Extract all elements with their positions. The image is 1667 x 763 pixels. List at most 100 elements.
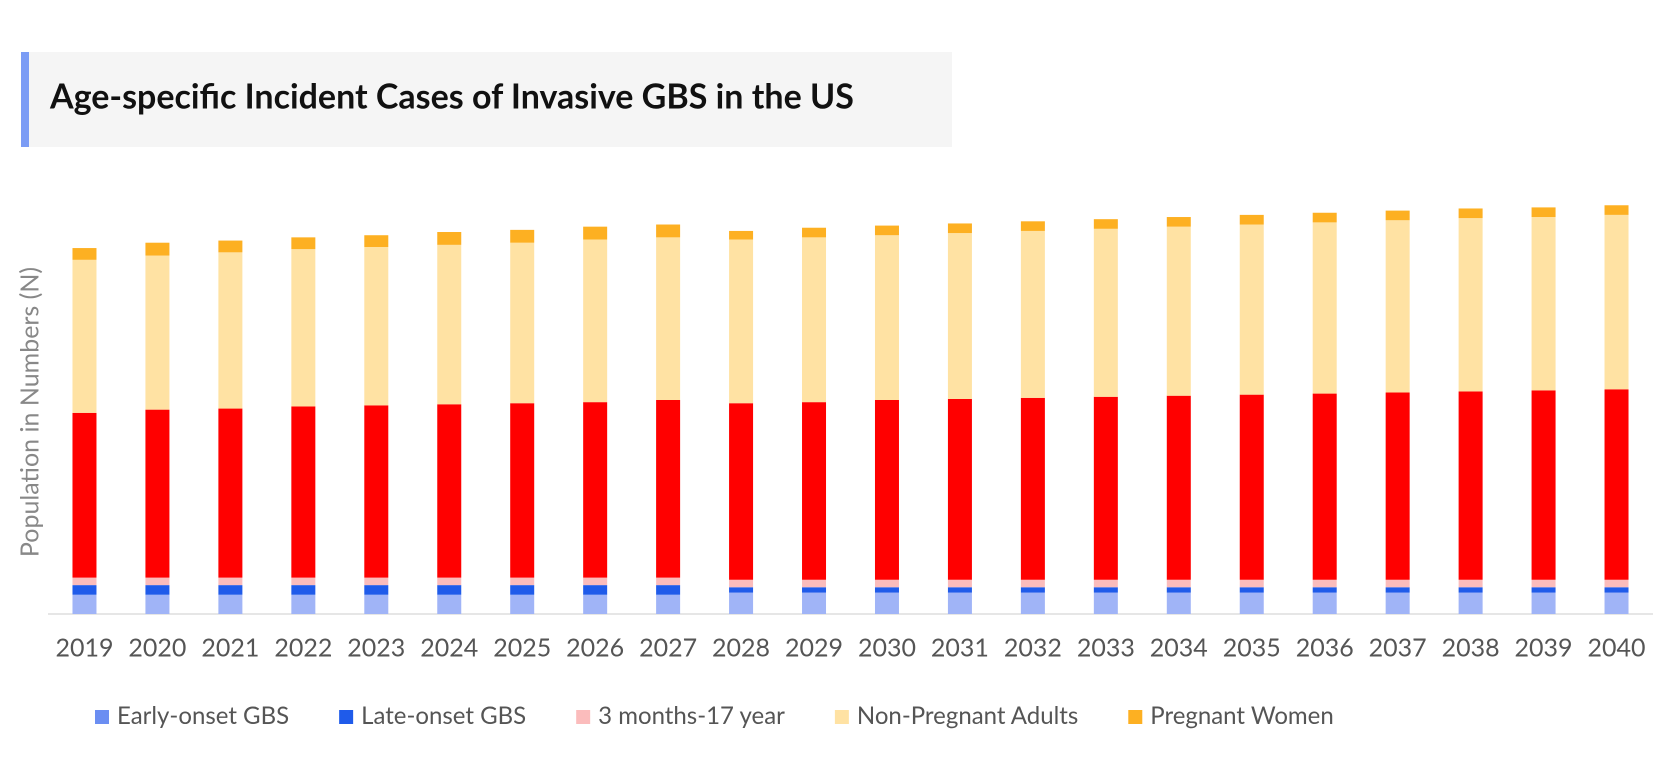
bar-segment <box>1239 394 1264 580</box>
bar-segment <box>874 400 899 580</box>
bar-segment <box>729 230 754 240</box>
bar-segment <box>1385 210 1410 221</box>
bar-segment <box>802 237 827 403</box>
bar-segment <box>291 237 316 250</box>
bar-segment <box>583 226 608 240</box>
legend-label: Pregnant Women <box>1150 701 1333 730</box>
bar-segment <box>1166 592 1191 614</box>
bar-segment <box>510 242 535 404</box>
legend-label: 3 months-17 year <box>598 701 785 730</box>
bar-segment <box>1385 579 1410 588</box>
bar-segment <box>145 577 170 586</box>
bar-segment <box>1458 391 1483 580</box>
bar-segment <box>874 235 899 400</box>
bar-segment <box>218 585 243 595</box>
bar-segment <box>1312 579 1337 588</box>
bar-segment <box>1458 218 1483 392</box>
bar-segment <box>1312 587 1337 593</box>
bar-segment <box>218 408 243 578</box>
bar-segment <box>1020 587 1045 593</box>
x-tick-label: 2039 <box>1515 632 1573 662</box>
bar-segment <box>72 412 97 578</box>
bar-segment <box>1239 579 1264 588</box>
bar-segment <box>1239 587 1264 593</box>
title-accent <box>21 52 29 147</box>
bar-segment <box>583 594 608 614</box>
bar-segment <box>437 404 462 578</box>
bar-segment <box>1312 222 1337 394</box>
x-tick-label: 2026 <box>566 632 624 662</box>
bar-segment <box>1531 579 1556 588</box>
bar-segment <box>729 587 754 593</box>
bar-segment <box>1385 587 1410 593</box>
bar-segment <box>656 400 681 578</box>
bar-segment <box>1020 221 1045 231</box>
bar-segment <box>583 585 608 595</box>
bar-segment <box>1531 587 1556 593</box>
bar-segment <box>1458 208 1483 219</box>
x-tick-label: 2024 <box>420 632 478 662</box>
x-tick-label: 2032 <box>1004 632 1062 662</box>
bar-segment <box>145 242 170 256</box>
bar-segment <box>729 592 754 614</box>
bar-segment <box>1093 579 1118 588</box>
bar-segment <box>1604 389 1629 580</box>
bar-segment <box>1020 230 1045 398</box>
bar-segment <box>1312 592 1337 614</box>
x-tick-label: 2019 <box>55 632 113 662</box>
bar-segment <box>802 579 827 588</box>
x-tick-label: 2021 <box>201 632 259 662</box>
bar-segment <box>1093 587 1118 593</box>
bar-segment <box>1166 579 1191 588</box>
bar-segment <box>802 402 827 580</box>
bar-segment <box>218 252 243 409</box>
bar-segment <box>291 406 316 578</box>
y-axis-label: Population in Numbers (N) <box>14 267 44 557</box>
bar-segment <box>1604 205 1629 215</box>
bar-segment <box>291 249 316 407</box>
bar-segment <box>947 587 972 593</box>
bar-segment <box>72 248 97 260</box>
bar-segment <box>1531 217 1556 391</box>
x-tick-label: 2030 <box>858 632 916 662</box>
legend-marker <box>95 710 109 724</box>
bar-segment <box>72 585 97 595</box>
bar-segment <box>364 235 389 247</box>
bar-segment <box>729 579 754 588</box>
bar-segment <box>437 585 462 595</box>
x-tick-label: 2031 <box>931 632 989 662</box>
bar-segment <box>1531 390 1556 580</box>
bar-segment <box>947 233 972 399</box>
legend-label: Non-Pregnant Adults <box>857 701 1078 730</box>
bar-segment <box>510 577 535 586</box>
bar-segment <box>364 246 389 406</box>
bar-segment <box>437 594 462 614</box>
bar-segment <box>656 577 681 586</box>
bar-segment <box>1020 397 1045 580</box>
bar-segment <box>364 585 389 595</box>
bar-segment <box>72 577 97 586</box>
bar-segment <box>1239 592 1264 614</box>
bar-segment <box>1458 579 1483 588</box>
bar-segment <box>874 587 899 593</box>
bar-segment <box>1458 592 1483 614</box>
bar-segment <box>1093 228 1118 397</box>
x-tick-label: 2040 <box>1588 632 1646 662</box>
bar-segment <box>364 594 389 614</box>
bar-segment <box>510 403 535 578</box>
bar-segment <box>1604 592 1629 614</box>
x-tick-label: 2034 <box>1150 632 1208 662</box>
bar-segment <box>1604 579 1629 588</box>
bar-segment <box>145 409 170 578</box>
bar-segment <box>656 594 681 614</box>
x-tick-label: 2023 <box>347 632 405 662</box>
bar-segment <box>1385 592 1410 614</box>
bar-segment <box>1604 587 1629 593</box>
bar-segment <box>1166 587 1191 593</box>
bar-segment <box>874 225 899 236</box>
x-tick-label: 2028 <box>712 632 770 662</box>
bar-segment <box>1166 395 1191 580</box>
bar-segment <box>583 402 608 578</box>
bar-segment <box>145 585 170 595</box>
